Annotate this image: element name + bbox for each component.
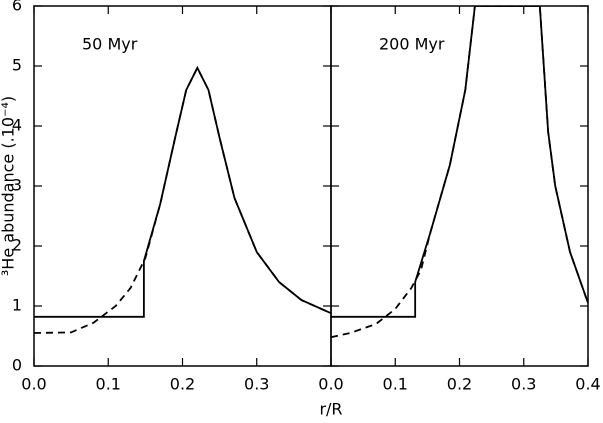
y-tick-label: 5	[12, 56, 22, 75]
y-axis-label: ³He abundance (.10⁻⁴)	[0, 96, 18, 276]
x-tick-label: 0.0	[318, 375, 343, 394]
y-tick-label: 0	[12, 356, 22, 375]
y-tick-label: 2	[12, 236, 22, 255]
x-axis-label: r/R	[319, 400, 342, 419]
x-tick-label: 0.1	[383, 375, 408, 394]
panel-annotation: 200 Myr	[379, 35, 445, 54]
x-tick-label: 0.2	[447, 375, 472, 394]
panel-annotation: 50 Myr	[82, 35, 138, 54]
plot-frame	[33, 5, 332, 367]
line-series	[331, 6, 588, 339]
x-tick-label: 0.0	[21, 375, 46, 394]
x-tick-label: 0.1	[96, 375, 121, 394]
y-tick-label: 6	[12, 0, 22, 15]
x-tick-label: 0.3	[244, 375, 269, 394]
x-tick-label: 0.3	[511, 375, 536, 394]
line-series	[34, 65, 331, 334]
line-series	[331, 6, 588, 318]
y-tick-label: 3	[12, 176, 22, 195]
x-tick-label: 0.2	[170, 375, 195, 394]
y-tick-label: 4	[12, 116, 22, 135]
y-tick-label: 1	[12, 296, 22, 315]
plot-frame	[330, 5, 589, 367]
x-tick-label: 0.4	[575, 375, 600, 394]
